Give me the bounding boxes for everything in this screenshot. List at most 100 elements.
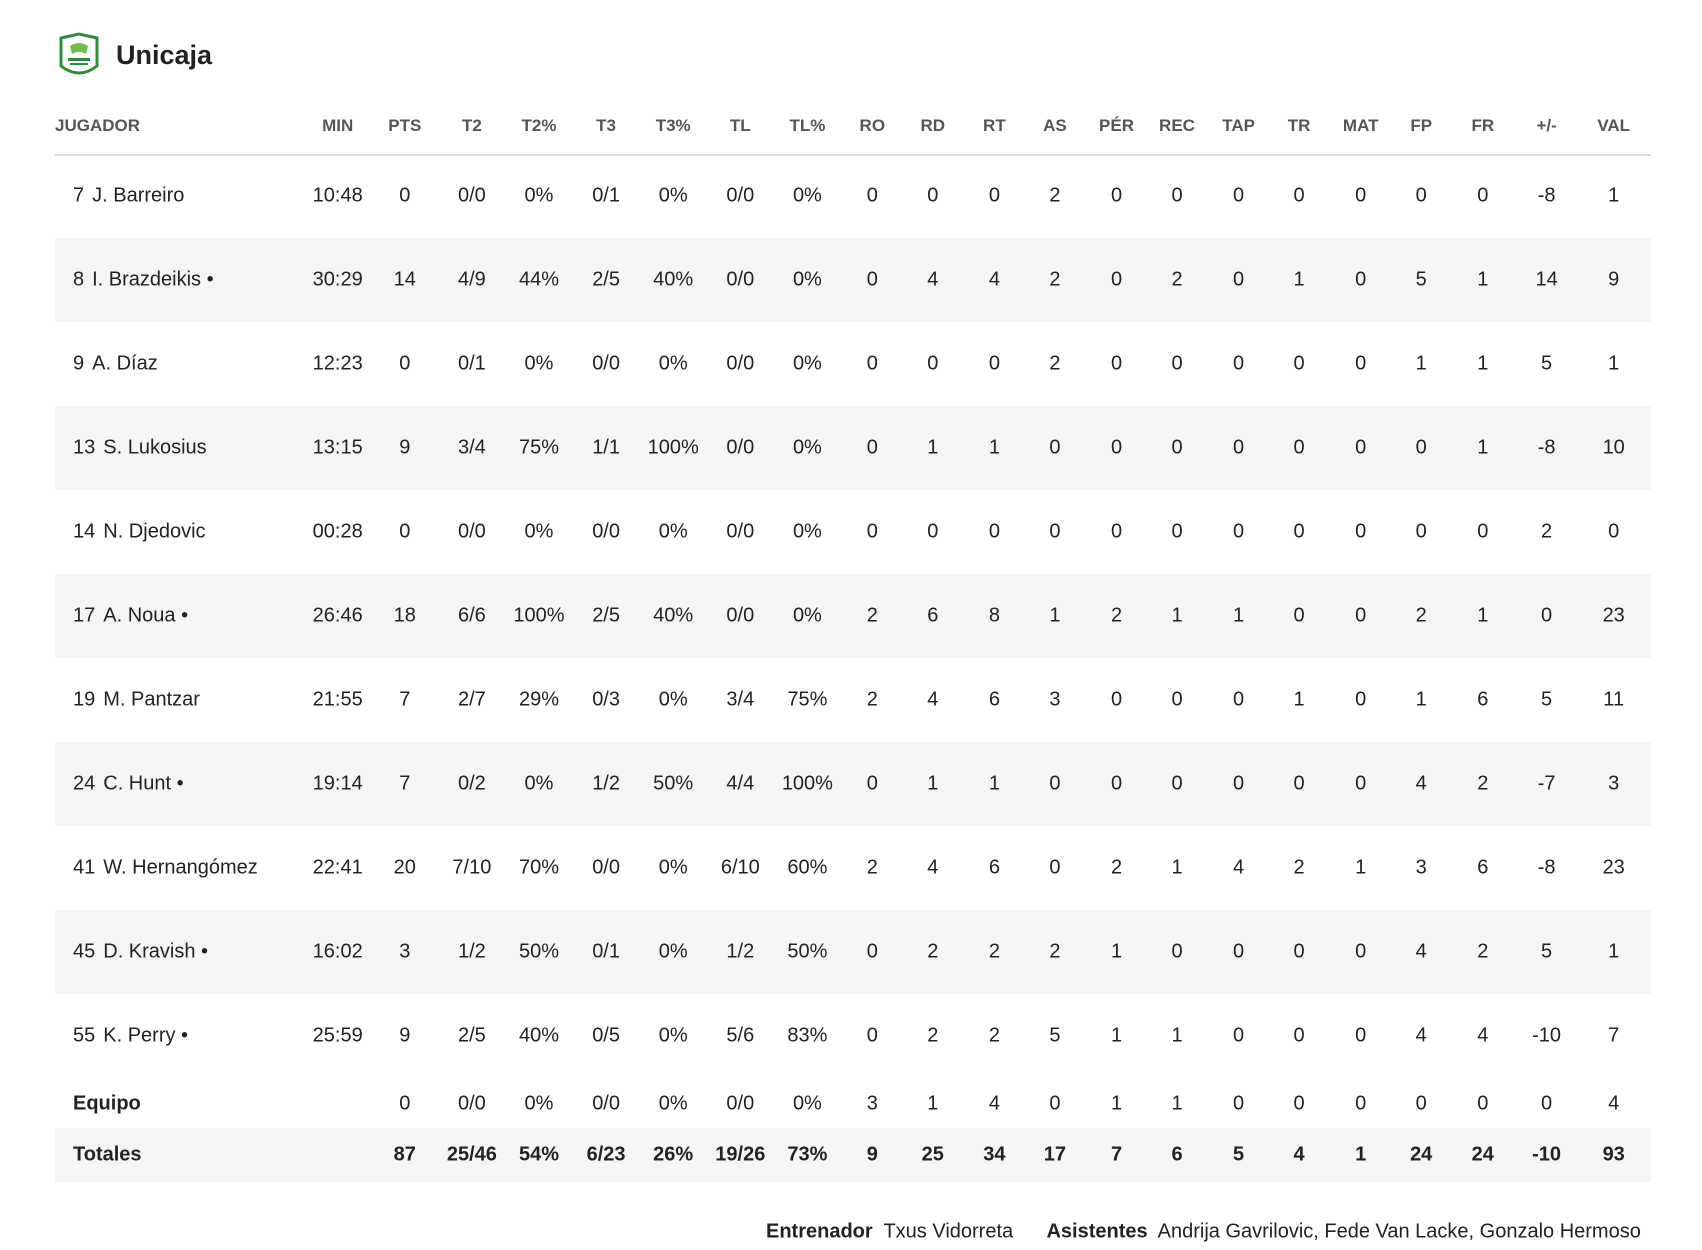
coach-label: Entrenador	[766, 1220, 873, 1243]
stat-cell: 2	[1049, 184, 1061, 207]
stat-cell: 0	[1233, 1024, 1245, 1047]
stat-cell: -8	[1537, 184, 1556, 207]
stat-cell: 2	[1477, 772, 1489, 795]
stat-cell: 0/5	[592, 1024, 620, 1047]
stat-cell: 2	[866, 604, 878, 627]
stat-cell: 0	[1293, 520, 1305, 543]
player-name: M. Pantzar	[103, 688, 200, 711]
total-cell: 34	[983, 1143, 1006, 1166]
coach: Txus Vidorreta	[883, 1220, 1014, 1243]
stat-cell: 1	[1110, 1092, 1123, 1115]
stat-cell: 0	[1049, 520, 1061, 543]
column-header: TAP	[1222, 116, 1255, 135]
player-name: K. Perry •	[103, 1024, 189, 1047]
stat-cell: 2	[927, 940, 939, 963]
stat-cell: 0	[1171, 940, 1183, 963]
header-divider	[55, 154, 1651, 156]
stat-cell: 0	[399, 1092, 411, 1115]
stat-cell: 3/4	[726, 688, 755, 711]
stat-cell: 5/6	[726, 1024, 755, 1047]
stat-cell: 0%	[658, 688, 688, 711]
stat-cell: 100%	[647, 436, 699, 459]
stat-cell: 4	[1477, 1024, 1489, 1047]
stat-cell: 83%	[787, 1024, 828, 1047]
stat-cell: 0	[1293, 436, 1305, 459]
stat-cell: 0/0	[592, 1092, 620, 1115]
stat-cell: 4	[1608, 1092, 1620, 1115]
stat-cell: 4	[988, 268, 1000, 291]
stat-cell: 0	[1233, 520, 1245, 543]
stat-cell: 1	[1171, 604, 1183, 627]
stat-cell: 4	[927, 268, 939, 291]
stat-cell: 0	[1171, 436, 1183, 459]
stat-cell: 1	[1415, 352, 1427, 375]
column-header: T2%	[521, 116, 557, 135]
column-header: FR	[1471, 116, 1495, 135]
stat-cell: 0	[1415, 436, 1427, 459]
player-name: N. Djedovic	[103, 520, 206, 543]
player-name: I. Brazdeikis •	[92, 268, 214, 291]
stat-cell: 11	[1603, 688, 1625, 711]
player-cell: 13 S. Lukosius	[73, 437, 207, 460]
stat-cell: 1/1	[592, 436, 620, 459]
stat-cell: 0%	[792, 268, 822, 291]
stat-cell: 9	[399, 436, 411, 459]
stat-cell: 0/0	[726, 1092, 755, 1115]
column-header: TR	[1287, 116, 1311, 135]
stat-cell: 0	[1110, 352, 1123, 375]
stat-cell: 0	[1355, 940, 1367, 963]
stat-cell: 1	[1171, 1024, 1183, 1047]
player-cell: 17 A. Noua •	[73, 605, 188, 628]
row-band	[55, 910, 1651, 994]
stat-cell: 0	[1415, 184, 1427, 207]
total-cell: 6/23	[586, 1143, 626, 1166]
stat-cell: 0	[1233, 184, 1245, 207]
stat-cell: 00:28	[312, 520, 363, 543]
column-header: MIN	[322, 116, 354, 135]
stat-cell: 0	[1171, 184, 1183, 207]
stat-cell: 29%	[518, 688, 560, 711]
player-number: 7	[73, 184, 85, 207]
stat-cell: 4	[927, 856, 939, 879]
stat-cell: 2	[988, 940, 1000, 963]
stat-cell: 0	[988, 520, 1000, 543]
stat-cell: 0	[1355, 604, 1367, 627]
stat-cell: 25:59	[312, 1024, 363, 1047]
stat-cell: 1	[1477, 352, 1489, 375]
stat-cell: 3	[1415, 856, 1427, 879]
player-cell: 8 I. Brazdeikis •	[73, 269, 214, 292]
stat-cell: 0/0	[726, 436, 755, 459]
stat-cell: 8	[988, 604, 1000, 627]
stat-cell: 30:29	[312, 268, 363, 291]
stat-cell: 5	[1541, 688, 1553, 711]
stat-cell: 1	[1477, 436, 1489, 459]
stat-cell: 0	[866, 268, 878, 291]
stat-cell: 0	[1110, 688, 1123, 711]
stat-cell: 0	[1171, 688, 1183, 711]
stat-cell: 0	[1477, 184, 1489, 207]
stat-cell: 0	[1355, 1092, 1367, 1115]
stat-cell: 0/1	[592, 184, 620, 207]
stat-cell: 1	[1233, 604, 1245, 627]
stat-cell: 0%	[524, 520, 554, 543]
stat-cell: 0	[1355, 772, 1367, 795]
stat-cell: 0%	[792, 352, 822, 375]
total-cell: -10	[1532, 1143, 1562, 1166]
stat-cell: 0	[1049, 772, 1061, 795]
stat-cell: 0	[927, 352, 939, 375]
column-header: T3	[596, 116, 617, 135]
stat-cell: 0	[1355, 520, 1367, 543]
total-cell: 87	[393, 1143, 416, 1166]
stat-cell: 0%	[792, 436, 822, 459]
stat-cell: 50%	[653, 772, 694, 795]
stat-cell: -8	[1537, 436, 1556, 459]
stat-cell: 0	[1355, 268, 1367, 291]
player-number: 13	[73, 436, 96, 459]
stat-cell: 44%	[518, 268, 560, 291]
player-cell: 9 A. Díaz	[73, 353, 158, 376]
stat-cell: 0	[399, 520, 411, 543]
stat-cell: 6	[988, 688, 1000, 711]
stat-cell: 2	[1049, 268, 1061, 291]
stat-cell: 0%	[658, 184, 688, 207]
stat-cell: 0	[866, 772, 878, 795]
